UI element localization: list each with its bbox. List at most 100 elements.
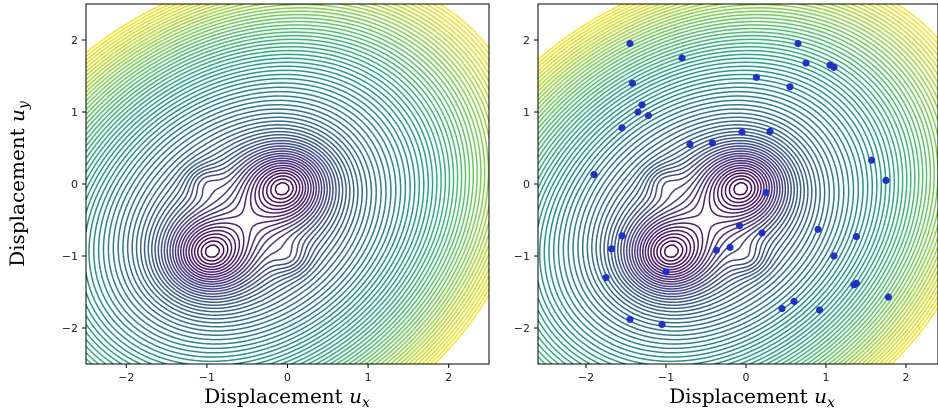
contour-level-27 [572, 99, 840, 341]
contour-level-62 [538, 4, 938, 364]
y-tick-label: 2 [71, 34, 78, 47]
contour-level-58 [86, 4, 489, 364]
contour-level-44 [538, 31, 916, 364]
contour-level-3 [193, 172, 301, 268]
contour-level-56 [538, 4, 938, 364]
contour-level-24 [126, 112, 368, 328]
scatter-point [794, 40, 802, 48]
contour-level-26 [577, 103, 835, 336]
contour-level-15 [160, 142, 334, 298]
contour-level-40 [538, 46, 900, 364]
contour-level-39 [86, 49, 438, 364]
contour-level-63 [538, 4, 938, 364]
scatter-point [830, 63, 838, 71]
scatter-point [712, 246, 721, 254]
contour-level-28 [567, 95, 845, 345]
x-tick-label: −1 [658, 371, 674, 384]
contour-level-6 [185, 164, 310, 276]
contour-level-38 [86, 53, 434, 364]
contour-level-7 [182, 162, 312, 278]
contour-level-59 [86, 4, 489, 364]
contour-level-58 [538, 4, 938, 364]
x-axis-label-left: Displacement ux [204, 384, 370, 411]
scatter-point [830, 252, 838, 260]
contour-level-60 [86, 4, 489, 364]
contour-level-13 [166, 147, 328, 293]
scatter-point [852, 232, 861, 241]
contour-level-12 [169, 150, 326, 290]
scatter-point [678, 54, 686, 62]
contour-level-25 [122, 108, 373, 332]
contour-level-7 [641, 162, 771, 278]
contour-level-51 [86, 7, 486, 364]
contour-level-16 [617, 139, 795, 301]
scatter-point [738, 128, 746, 136]
contour-level-45 [538, 27, 920, 364]
scatter-point [802, 59, 810, 67]
contour-level-13 [625, 147, 787, 293]
axis-ticks-left: −2 −1 0 1 2 −2 −1 0 1 2 [62, 34, 452, 384]
scatter-point [634, 108, 642, 116]
scatter-point [626, 40, 634, 48]
contour-level-23 [591, 116, 821, 324]
contour-level-61 [86, 4, 489, 364]
scatter-point [814, 225, 822, 233]
contour-level-0 [204, 181, 290, 259]
contour-level-31 [552, 82, 860, 358]
scatter-point [882, 176, 890, 184]
contour-level-6 [644, 164, 768, 276]
contour-level-17 [154, 137, 341, 304]
contour-level-20 [603, 127, 809, 313]
contour-level-56 [86, 4, 489, 364]
contour-level-11 [171, 152, 323, 288]
contour-level-1 [200, 178, 294, 262]
contour-plot-right: −2 −1 0 1 2 −2 −1 0 1 2 Displacement ux [514, 3, 938, 411]
contour-level-48 [86, 17, 475, 364]
contour-level-30 [97, 86, 397, 354]
contour-level-19 [607, 130, 805, 310]
contour-level-2 [196, 175, 298, 265]
x-axis-label-right: Displacement ux [669, 384, 835, 411]
scatter-point [758, 229, 766, 237]
scatter-point [726, 243, 734, 251]
contour-level-14 [163, 145, 331, 295]
contour-level-42 [538, 38, 908, 364]
scatter-point [608, 245, 616, 253]
scatter-point [590, 171, 598, 179]
contour-level-11 [631, 152, 781, 288]
scatter-point [752, 73, 761, 82]
contour-level-36 [86, 61, 425, 364]
contour-level-0 [663, 181, 749, 259]
contour-level-18 [151, 134, 344, 306]
scatter-point [686, 140, 694, 148]
x-tick-label: 1 [823, 371, 830, 384]
contour-plot-left: −2 −1 0 1 2 −2 −1 0 1 2 Displacement ux Displacem… [5, 3, 490, 411]
contour-level-10 [634, 155, 778, 285]
scatter-point [708, 139, 717, 147]
contour-level-26 [117, 103, 377, 336]
contour-level-4 [190, 169, 304, 271]
contour-level-54 [86, 4, 489, 364]
contour-level-49 [86, 13, 478, 364]
contour-level-53 [538, 4, 938, 364]
contour-level-20 [143, 127, 351, 313]
y-tick-label: 1 [523, 106, 530, 119]
axis-ticks-right: −2 −1 0 1 2 −2 −1 0 1 2 [514, 34, 910, 384]
x-tick-label: 0 [284, 371, 291, 384]
contour-level-2 [656, 175, 756, 265]
y-axis-label-left: Displacement uy [5, 100, 32, 267]
contour-level-48 [538, 17, 932, 364]
x-tick-label: −2 [118, 371, 134, 384]
x-tick-label: 2 [445, 371, 452, 384]
contour-level-36 [538, 61, 883, 364]
scatter-point [778, 304, 786, 313]
y-tick-label: −2 [62, 322, 78, 335]
contour-level-3 [652, 172, 759, 268]
scatter-point [618, 124, 626, 132]
scatter-point [762, 189, 770, 197]
y-tick-label: −1 [62, 250, 78, 263]
contour-level-43 [538, 34, 912, 364]
x-tick-label: −1 [199, 371, 215, 384]
contour-level-35 [538, 65, 878, 364]
y-tick-label: 1 [71, 106, 78, 119]
